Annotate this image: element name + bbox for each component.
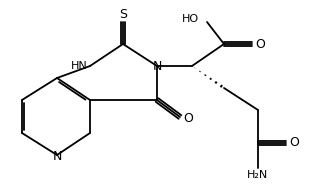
Text: O: O xyxy=(289,137,299,150)
Text: H₂N: H₂N xyxy=(247,170,269,180)
Text: HO: HO xyxy=(182,14,199,24)
Text: N: N xyxy=(152,60,162,73)
Text: O: O xyxy=(183,113,193,126)
Text: O: O xyxy=(255,37,265,50)
Text: HN: HN xyxy=(71,61,88,71)
Text: N: N xyxy=(52,151,62,164)
Text: S: S xyxy=(119,7,127,21)
